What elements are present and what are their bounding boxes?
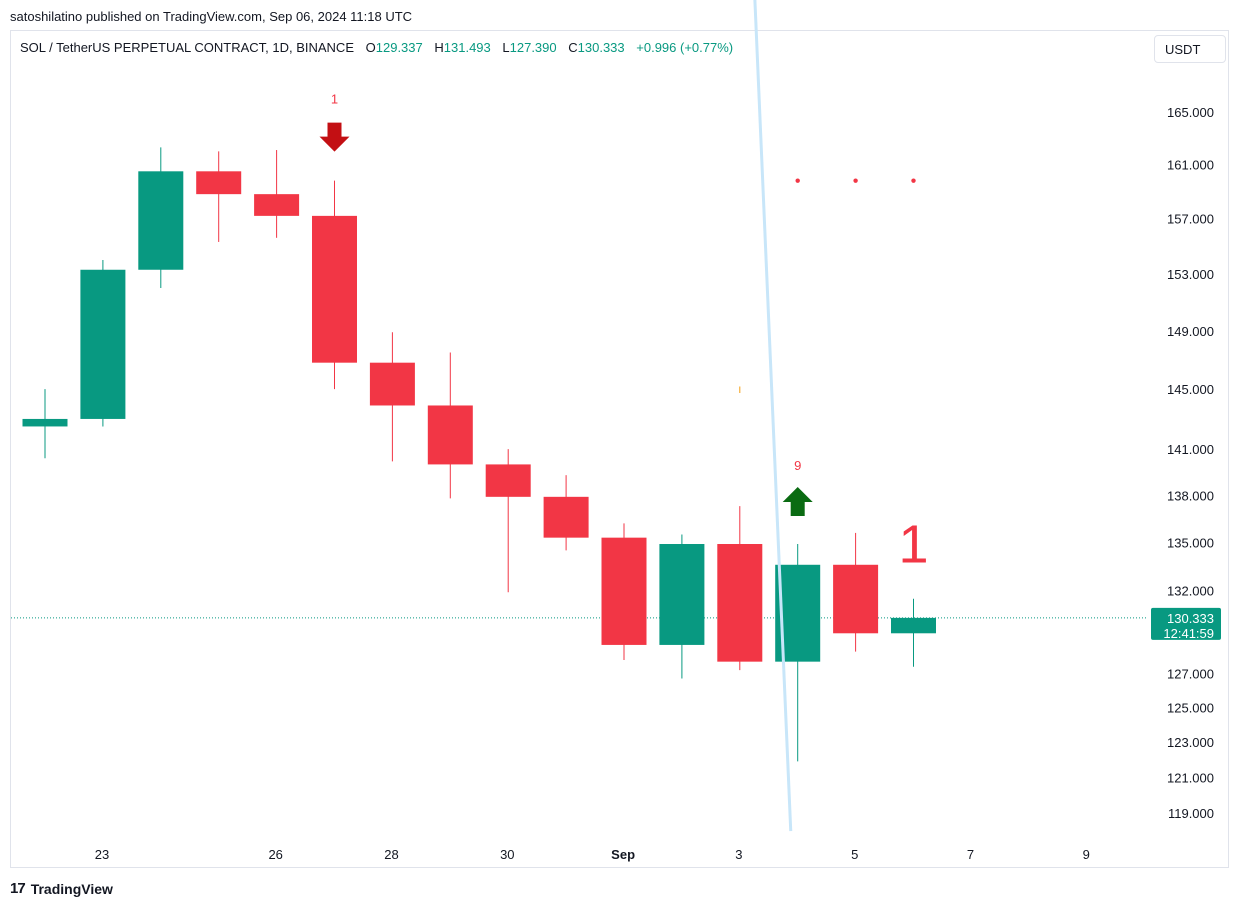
current-price-countdown: 12:41:59: [1163, 626, 1214, 641]
y-tick-label: 121.000: [1167, 770, 1214, 785]
open-label: O: [365, 40, 376, 55]
marker-label: 9: [794, 458, 801, 473]
candle-body: [659, 544, 705, 645]
y-tick-label: 161.000: [1167, 158, 1214, 173]
annotation-large-number: 1: [898, 514, 928, 574]
open-value: 129.337: [375, 40, 423, 55]
x-tick-label: 7: [967, 847, 974, 862]
candle-body: [717, 544, 763, 662]
close-label: C: [568, 40, 578, 55]
candle-body: [254, 194, 300, 216]
x-tick-label: 28: [384, 847, 398, 862]
candle-body: [543, 496, 589, 538]
y-tick-label: 119.000: [1168, 806, 1214, 821]
x-tick-label: 30: [500, 847, 514, 862]
sell-arrow-icon: [319, 122, 350, 152]
candle-body: [138, 171, 184, 270]
trendline: [753, 0, 793, 832]
candle-body: [196, 171, 242, 195]
candle-body: [80, 269, 126, 419]
x-tick-label: 23: [95, 847, 109, 862]
y-tick-label: 138.000: [1167, 488, 1214, 503]
chart-frame: [10, 30, 1229, 868]
signal-dot: [911, 178, 916, 183]
y-tick-label: 165.000: [1167, 105, 1214, 120]
candle-body: [22, 418, 68, 427]
high-value: 131.493: [443, 40, 491, 55]
y-tick-label: 125.000: [1167, 700, 1214, 715]
tradingview-brand: TradingView: [30, 880, 113, 897]
y-tick-label: 135.000: [1167, 535, 1214, 550]
y-tick-label: 132.000: [1167, 584, 1214, 599]
symbol-title[interactable]: SOL / TetherUS PERPETUAL CONTRACT, 1D, B…: [20, 40, 354, 55]
high-label: H: [434, 40, 444, 55]
x-tick-label: 3: [735, 847, 742, 862]
y-tick-label: 145.000: [1167, 382, 1214, 397]
x-tick-label: 5: [851, 847, 858, 862]
x-tick-label: Sep: [611, 847, 635, 862]
low-value: 127.390: [509, 40, 557, 55]
x-tick-label: 9: [1083, 847, 1090, 862]
marker-label: 1: [331, 92, 338, 107]
tradingview-mark-icon: 17: [10, 880, 26, 897]
annotation-small-mark: ı: [738, 382, 741, 396]
candle-body: [427, 405, 473, 465]
candle-body: [485, 464, 531, 497]
low-label: L: [502, 40, 510, 55]
price-change: +0.996 (+0.77%): [636, 40, 734, 55]
close-value: 130.333: [577, 40, 625, 55]
symbol-header: SOL / TetherUS PERPETUAL CONTRACT, 1D, B…: [20, 40, 733, 55]
y-tick-label: 123.000: [1167, 735, 1214, 750]
currency-button[interactable]: USDT: [1154, 35, 1226, 63]
y-tick-label: 157.000: [1167, 212, 1214, 227]
candle-body: [891, 617, 936, 634]
candle-body: [601, 537, 647, 645]
y-tick-label: 141.000: [1167, 442, 1214, 457]
signal-dot: [853, 178, 858, 183]
candle-body: [312, 215, 357, 363]
candle-body: [369, 362, 415, 406]
publisher-line: satoshilatino published on TradingView.c…: [10, 9, 413, 24]
candle-body: [833, 564, 879, 634]
tradingview-logo[interactable]: 17 TradingView: [10, 880, 113, 897]
y-tick-label: 149.000: [1167, 324, 1214, 339]
current-price-label: [1151, 607, 1221, 640]
y-tick-label: 153.000: [1167, 267, 1214, 282]
x-tick-label: 26: [268, 847, 282, 862]
y-tick-label: 127.000: [1167, 666, 1214, 681]
signal-dot: [795, 178, 800, 183]
current-price-value: 130.333: [1167, 611, 1214, 626]
buy-arrow-icon: [782, 487, 813, 517]
